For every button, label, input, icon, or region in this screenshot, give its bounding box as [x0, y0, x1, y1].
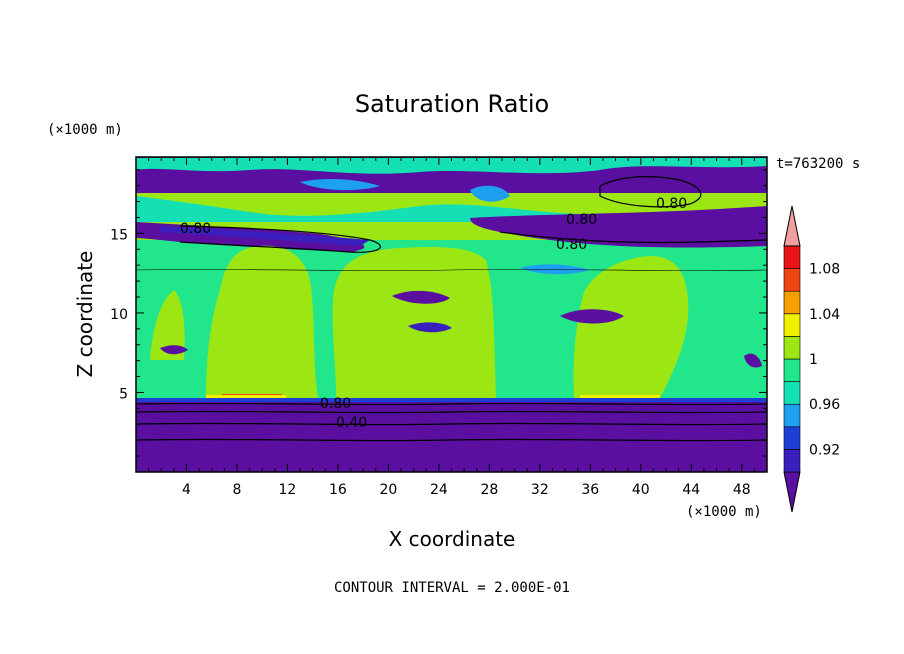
contour-line-2 [136, 410, 767, 414]
contour-label-2: 0.80 [566, 212, 597, 228]
colorbar-label: 1 [809, 352, 818, 368]
colorbar-box [783, 313, 801, 337]
field-top-blue-blobs [300, 179, 510, 202]
x-tick-label: 8 [232, 482, 241, 498]
x-axis-ticks: 4 8 12 16 20 24 28 32 36 40 44 48 [148, 157, 755, 498]
colorbar-box [783, 358, 801, 382]
colorbar-box [783, 449, 801, 473]
x-tick-label: 40 [632, 482, 650, 498]
field-top-cyan-band [136, 158, 767, 174]
y-axis-ticks: 5 10 15 [110, 169, 767, 457]
field-pocket-5 [744, 353, 762, 368]
contour-line-6 [499, 231, 767, 244]
field-pocket-2 [560, 309, 624, 324]
colorbar-label: 0.96 [809, 397, 840, 413]
contour-label-6: 0.40 [336, 415, 367, 431]
field-pocket-3 [408, 322, 452, 333]
colorbar: 0.92 0.96 1 1.04 1.08 [783, 205, 840, 513]
colorbar-box [783, 381, 801, 405]
x-tick-label: 16 [329, 482, 347, 498]
field-column-center [332, 247, 496, 398]
colorbar-upper-extension [783, 205, 801, 247]
field-column-left [206, 245, 318, 398]
x-unit-label: (×1000 m) [686, 504, 762, 520]
colorbar-box [783, 336, 801, 360]
plot-area [136, 157, 767, 472]
colorbar-box [783, 290, 801, 315]
y-tick-label: 15 [110, 227, 128, 243]
colorbar-box [783, 426, 801, 450]
contour-line-3 [136, 422, 767, 426]
contour-line-7 [599, 176, 702, 208]
y-tick-label: 5 [119, 386, 128, 402]
x-tick-label: 48 [733, 482, 751, 498]
x-tick-label: 4 [182, 482, 191, 498]
field-pocket-4 [160, 345, 188, 355]
field-lower-dry-layer [136, 398, 767, 472]
x-tick-label: 28 [480, 482, 498, 498]
time-label: t=763200 s [776, 156, 860, 172]
contour-line-5 [179, 225, 381, 253]
contour-lines [136, 176, 767, 442]
x-tick-label: 32 [531, 482, 549, 498]
colorbar-label: 1.08 [809, 262, 840, 278]
colorbar-box [783, 245, 801, 269]
y-tick-label: 10 [110, 307, 128, 323]
field-column-far-left [150, 290, 185, 360]
contour-line-4 [136, 438, 767, 442]
field-transition-edge [136, 398, 767, 402]
field-pocket-6 [520, 264, 590, 275]
x-tick-label: 44 [682, 482, 700, 498]
colorbar-lower-extension [783, 471, 801, 513]
chart-title: Saturation Ratio [355, 90, 549, 118]
colorbar-label: 0.92 [809, 442, 840, 458]
x-tick-label: 12 [279, 482, 297, 498]
field-supersat-strip-left-2 [206, 395, 286, 398]
colorbar-label: 1.04 [809, 307, 840, 323]
contour-label-4: 0.80 [656, 196, 687, 212]
field-blue-band-15km [160, 226, 370, 246]
contour-line-1 [136, 402, 767, 406]
field-column-right [573, 256, 689, 398]
contour-line-8 [136, 269, 767, 271]
colorbar-box [783, 268, 801, 292]
x-tick-label: 20 [379, 482, 397, 498]
contour-label-5: 0.80 [320, 396, 351, 412]
x-axis-label: X coordinate [389, 527, 516, 551]
y-axis-label: Z coordinate [73, 251, 97, 378]
field-pocket-1 [392, 290, 450, 304]
x-tick-label: 24 [430, 482, 448, 498]
x-tick-label: 36 [581, 482, 599, 498]
contour-label-3: 0.80 [556, 237, 587, 253]
colorbar-box [783, 403, 801, 428]
y-unit-label: (×1000 m) [47, 122, 123, 138]
contour-label-1: 0.80 [180, 221, 211, 237]
field-supersat-strip-right [580, 395, 660, 398]
contour-interval-footer: CONTOUR INTERVAL = 2.000E-01 [334, 580, 570, 596]
